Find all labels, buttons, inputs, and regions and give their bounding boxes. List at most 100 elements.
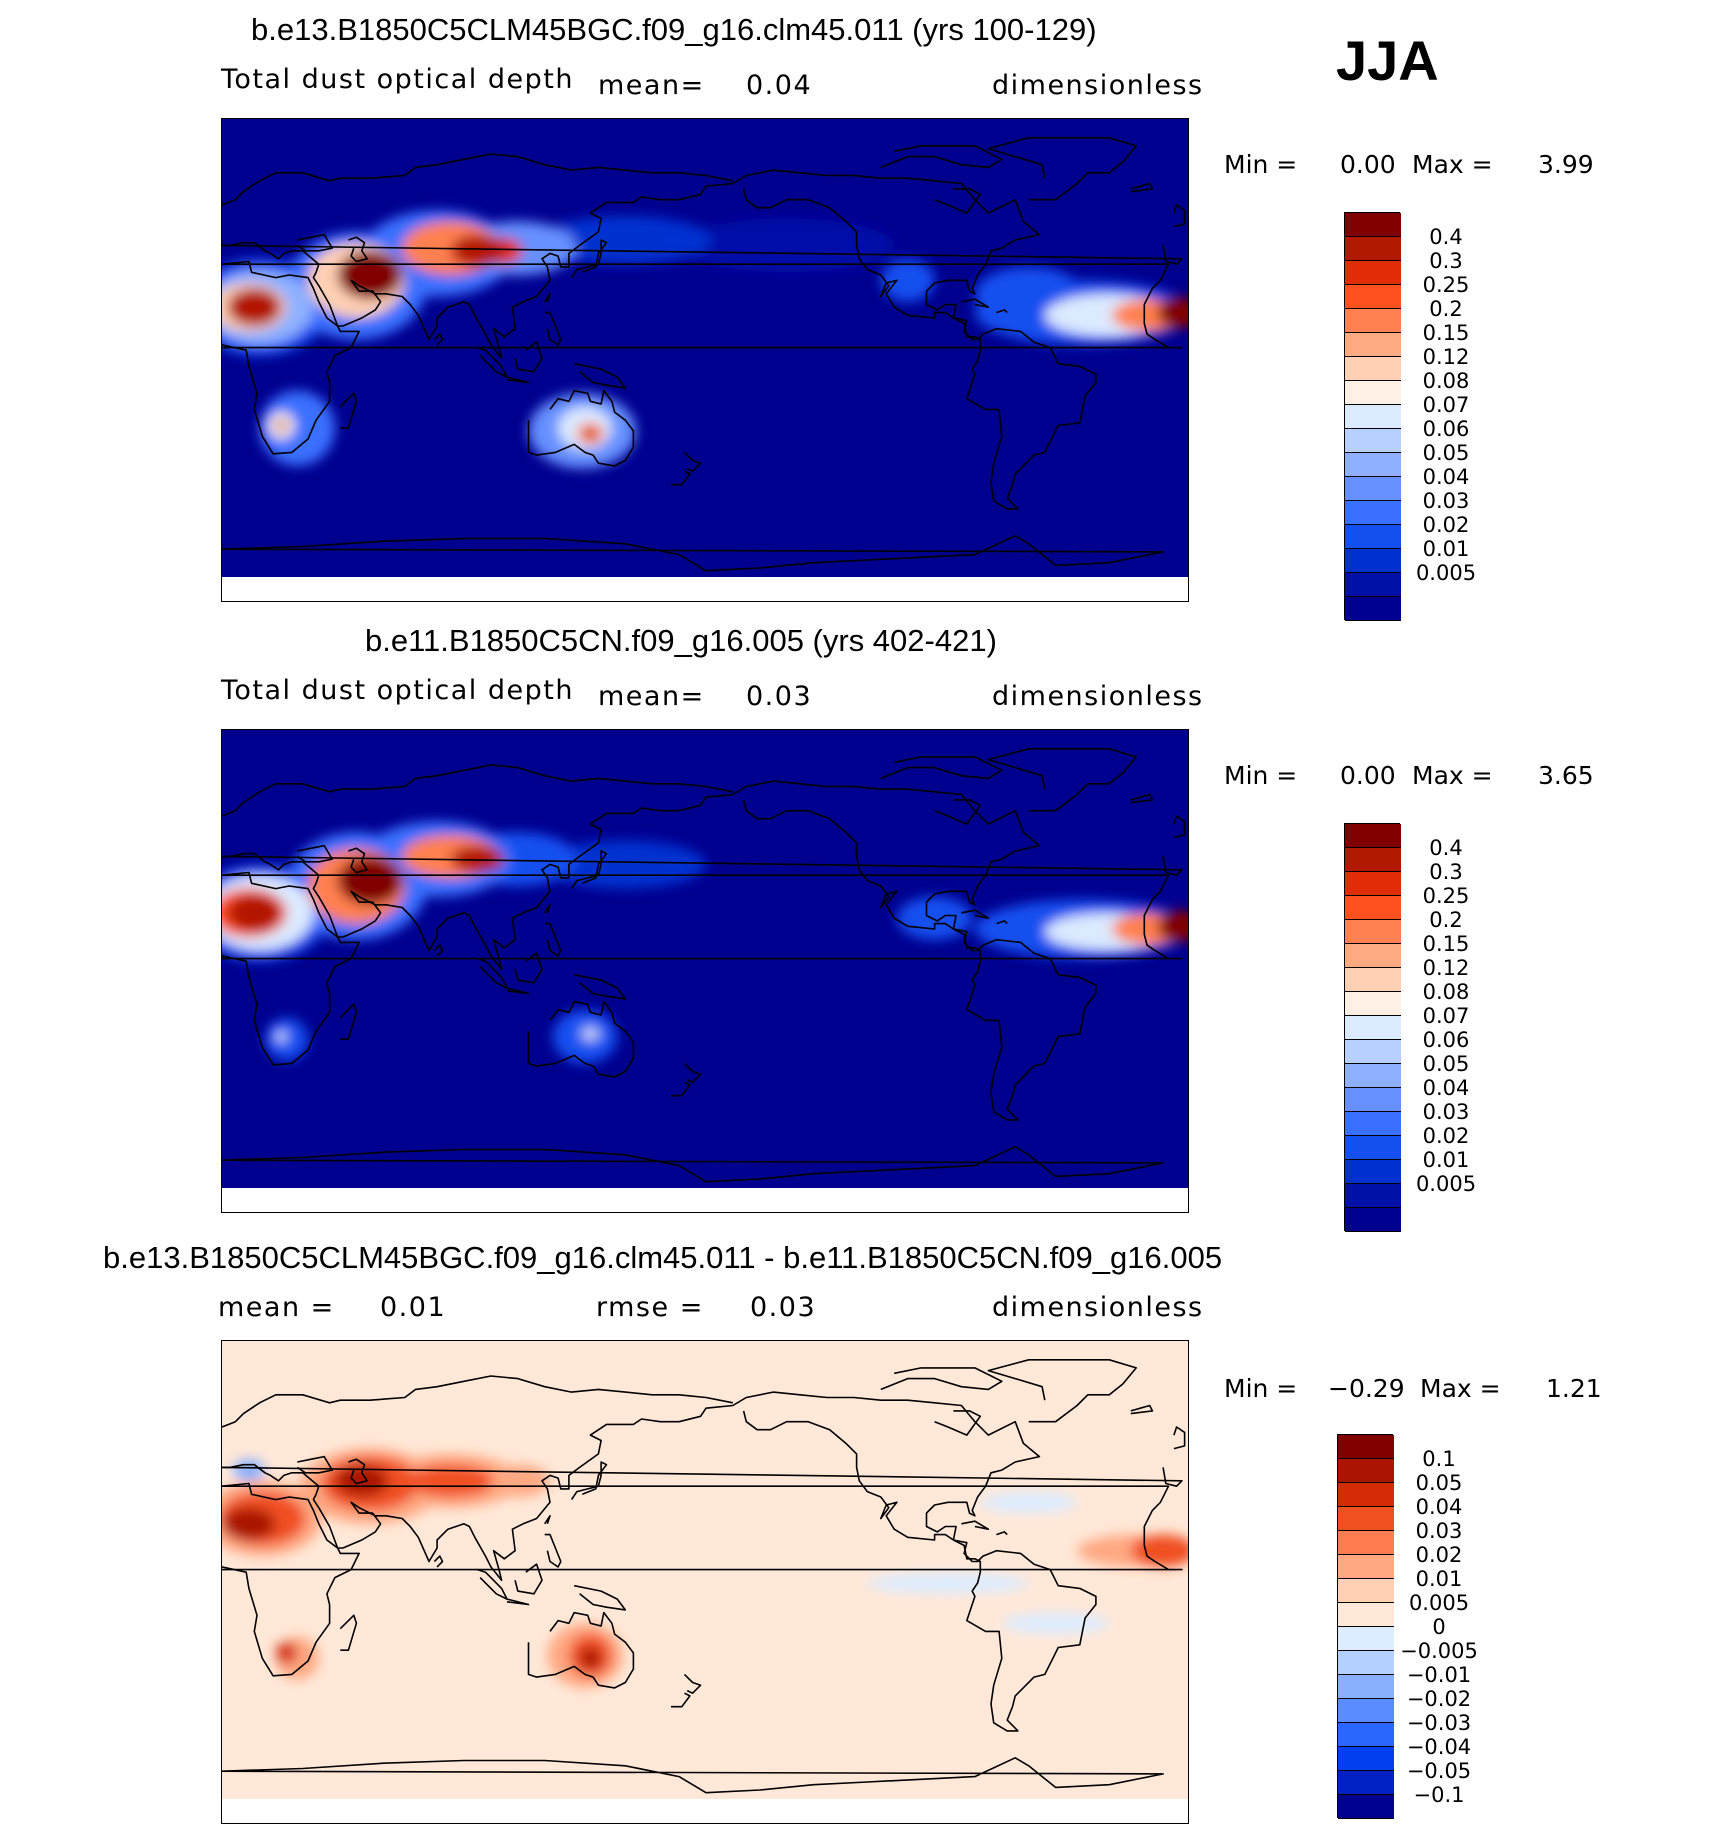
colorbar-swatch	[1338, 1459, 1394, 1483]
colorbar-swatch	[1338, 1507, 1394, 1531]
colorbar-swatch	[1345, 1184, 1401, 1208]
colorbar-swatch	[1345, 992, 1401, 1016]
coastline	[527, 389, 635, 467]
coastline	[222, 1404, 733, 1582]
coastline	[339, 1003, 358, 1040]
colorbar-label: 0.08	[1422, 369, 1470, 393]
colorbar-label: 0.15	[1422, 932, 1470, 956]
colorbar-swatch	[1345, 429, 1401, 453]
colorbar-label: 0.15	[1422, 321, 1470, 345]
coastline	[961, 1520, 990, 1530]
colorbar-label: 0.2	[1429, 908, 1463, 932]
field-contour	[1157, 910, 1188, 943]
colorbar-swatch	[1345, 549, 1401, 573]
colorbar-swatch	[1345, 1040, 1401, 1064]
colorbar-swatch	[1345, 920, 1401, 944]
coastline	[433, 333, 444, 346]
coastline	[544, 1515, 551, 1525]
panel-1-mean-value: 0.04	[746, 70, 813, 101]
coastline	[961, 298, 990, 308]
field-contour	[337, 856, 403, 905]
panel-1-title: b.e13.B1850C5CLM45BGC.f09_g16.clm45.011 …	[251, 12, 1097, 47]
panel-1-min-value: 0.00	[1340, 150, 1396, 179]
coastline	[1130, 182, 1154, 193]
colorbar-label: −0.02	[1406, 1687, 1472, 1711]
colorbar-label: 0.02	[1422, 1124, 1470, 1148]
field-contour	[867, 1572, 1029, 1594]
coastline	[433, 944, 444, 957]
coastline	[1173, 1426, 1186, 1450]
panel-2-map	[221, 729, 1189, 1213]
coastline	[1130, 1404, 1154, 1415]
coastline	[570, 850, 608, 890]
coastline	[544, 293, 551, 303]
coastline	[671, 1692, 691, 1708]
field-contour	[1001, 1612, 1110, 1635]
colorbar-swatch	[1345, 477, 1401, 501]
colorbar-swatch	[1345, 1016, 1401, 1040]
coastline	[296, 1455, 333, 1474]
colorbar-label: 0.12	[1422, 956, 1470, 980]
coastline	[732, 169, 1097, 510]
colorbar-label: 0.05	[1422, 1052, 1470, 1076]
colorbar-swatch	[1338, 1603, 1394, 1627]
colorbar-label: 0.06	[1422, 417, 1470, 441]
colorbar-swatch	[1345, 453, 1401, 477]
coastline	[527, 1000, 635, 1078]
coastline	[222, 182, 733, 360]
colorbar-swatch	[1345, 213, 1401, 237]
colorbar-label: 0.07	[1422, 393, 1470, 417]
colorbar-swatch	[1338, 1483, 1394, 1507]
field-contour	[227, 288, 282, 327]
panel-3-map	[221, 1340, 1189, 1824]
coastline	[574, 973, 627, 1000]
coastline	[222, 1757, 1164, 1794]
field-contour	[1130, 1534, 1188, 1567]
field-contour	[450, 234, 505, 267]
season-label: JJA	[1336, 29, 1439, 92]
colorbar-swatch	[1345, 824, 1401, 848]
coastline	[514, 952, 543, 984]
coastline	[477, 1568, 508, 1600]
panel-2-max-value: 3.65	[1538, 761, 1594, 790]
coastline	[477, 957, 508, 989]
coastline	[222, 1466, 1183, 1487]
coastline	[222, 535, 1164, 572]
map-missing-band	[222, 1188, 1188, 1212]
colorbar-label: 0.01	[1422, 1148, 1470, 1172]
coastline	[514, 341, 543, 373]
colorbar-swatch	[1345, 968, 1401, 992]
panel-3-min-label: Min =	[1224, 1374, 1298, 1403]
panel-1-map	[221, 118, 1189, 602]
panel-2-mean-value: 0.03	[746, 681, 813, 712]
field-contour	[585, 428, 596, 439]
colorbar-label: 0.25	[1422, 884, 1470, 908]
coastline	[934, 188, 982, 214]
panel-1-field: Total dust optical depth	[221, 64, 574, 95]
coastline	[732, 1391, 1097, 1732]
panel-3-rmse-value: 0.03	[750, 1292, 817, 1323]
colorbar-swatch	[1345, 1112, 1401, 1136]
colorbar-label: −0.05	[1406, 1759, 1472, 1783]
field-contour	[337, 250, 403, 300]
colorbar-swatch	[1338, 1579, 1394, 1603]
colorbar-swatch	[1345, 944, 1401, 968]
colorbar-swatch	[1345, 1088, 1401, 1112]
coastline	[514, 1563, 543, 1595]
coastline	[544, 904, 551, 914]
colorbar-label: 0.03	[1422, 489, 1470, 513]
colorbar-label: 0.005	[1415, 561, 1477, 585]
panel-3-mean-value: 0.01	[380, 1292, 447, 1323]
colorbar-label: 0.4	[1429, 225, 1463, 249]
field-contour	[586, 1029, 595, 1038]
field-contour	[222, 1507, 276, 1540]
colorbar-label: 0.03	[1415, 1519, 1463, 1543]
coastline	[433, 1555, 444, 1568]
panel-1-max-label: Max =	[1412, 150, 1493, 179]
colorbar-label: 0.3	[1429, 860, 1463, 884]
colorbar-swatch	[1338, 1531, 1394, 1555]
coastline	[222, 1375, 734, 1428]
colorbar-label: 0.02	[1422, 513, 1470, 537]
colorbar-swatch	[1345, 381, 1401, 405]
field-contour	[275, 1031, 287, 1042]
